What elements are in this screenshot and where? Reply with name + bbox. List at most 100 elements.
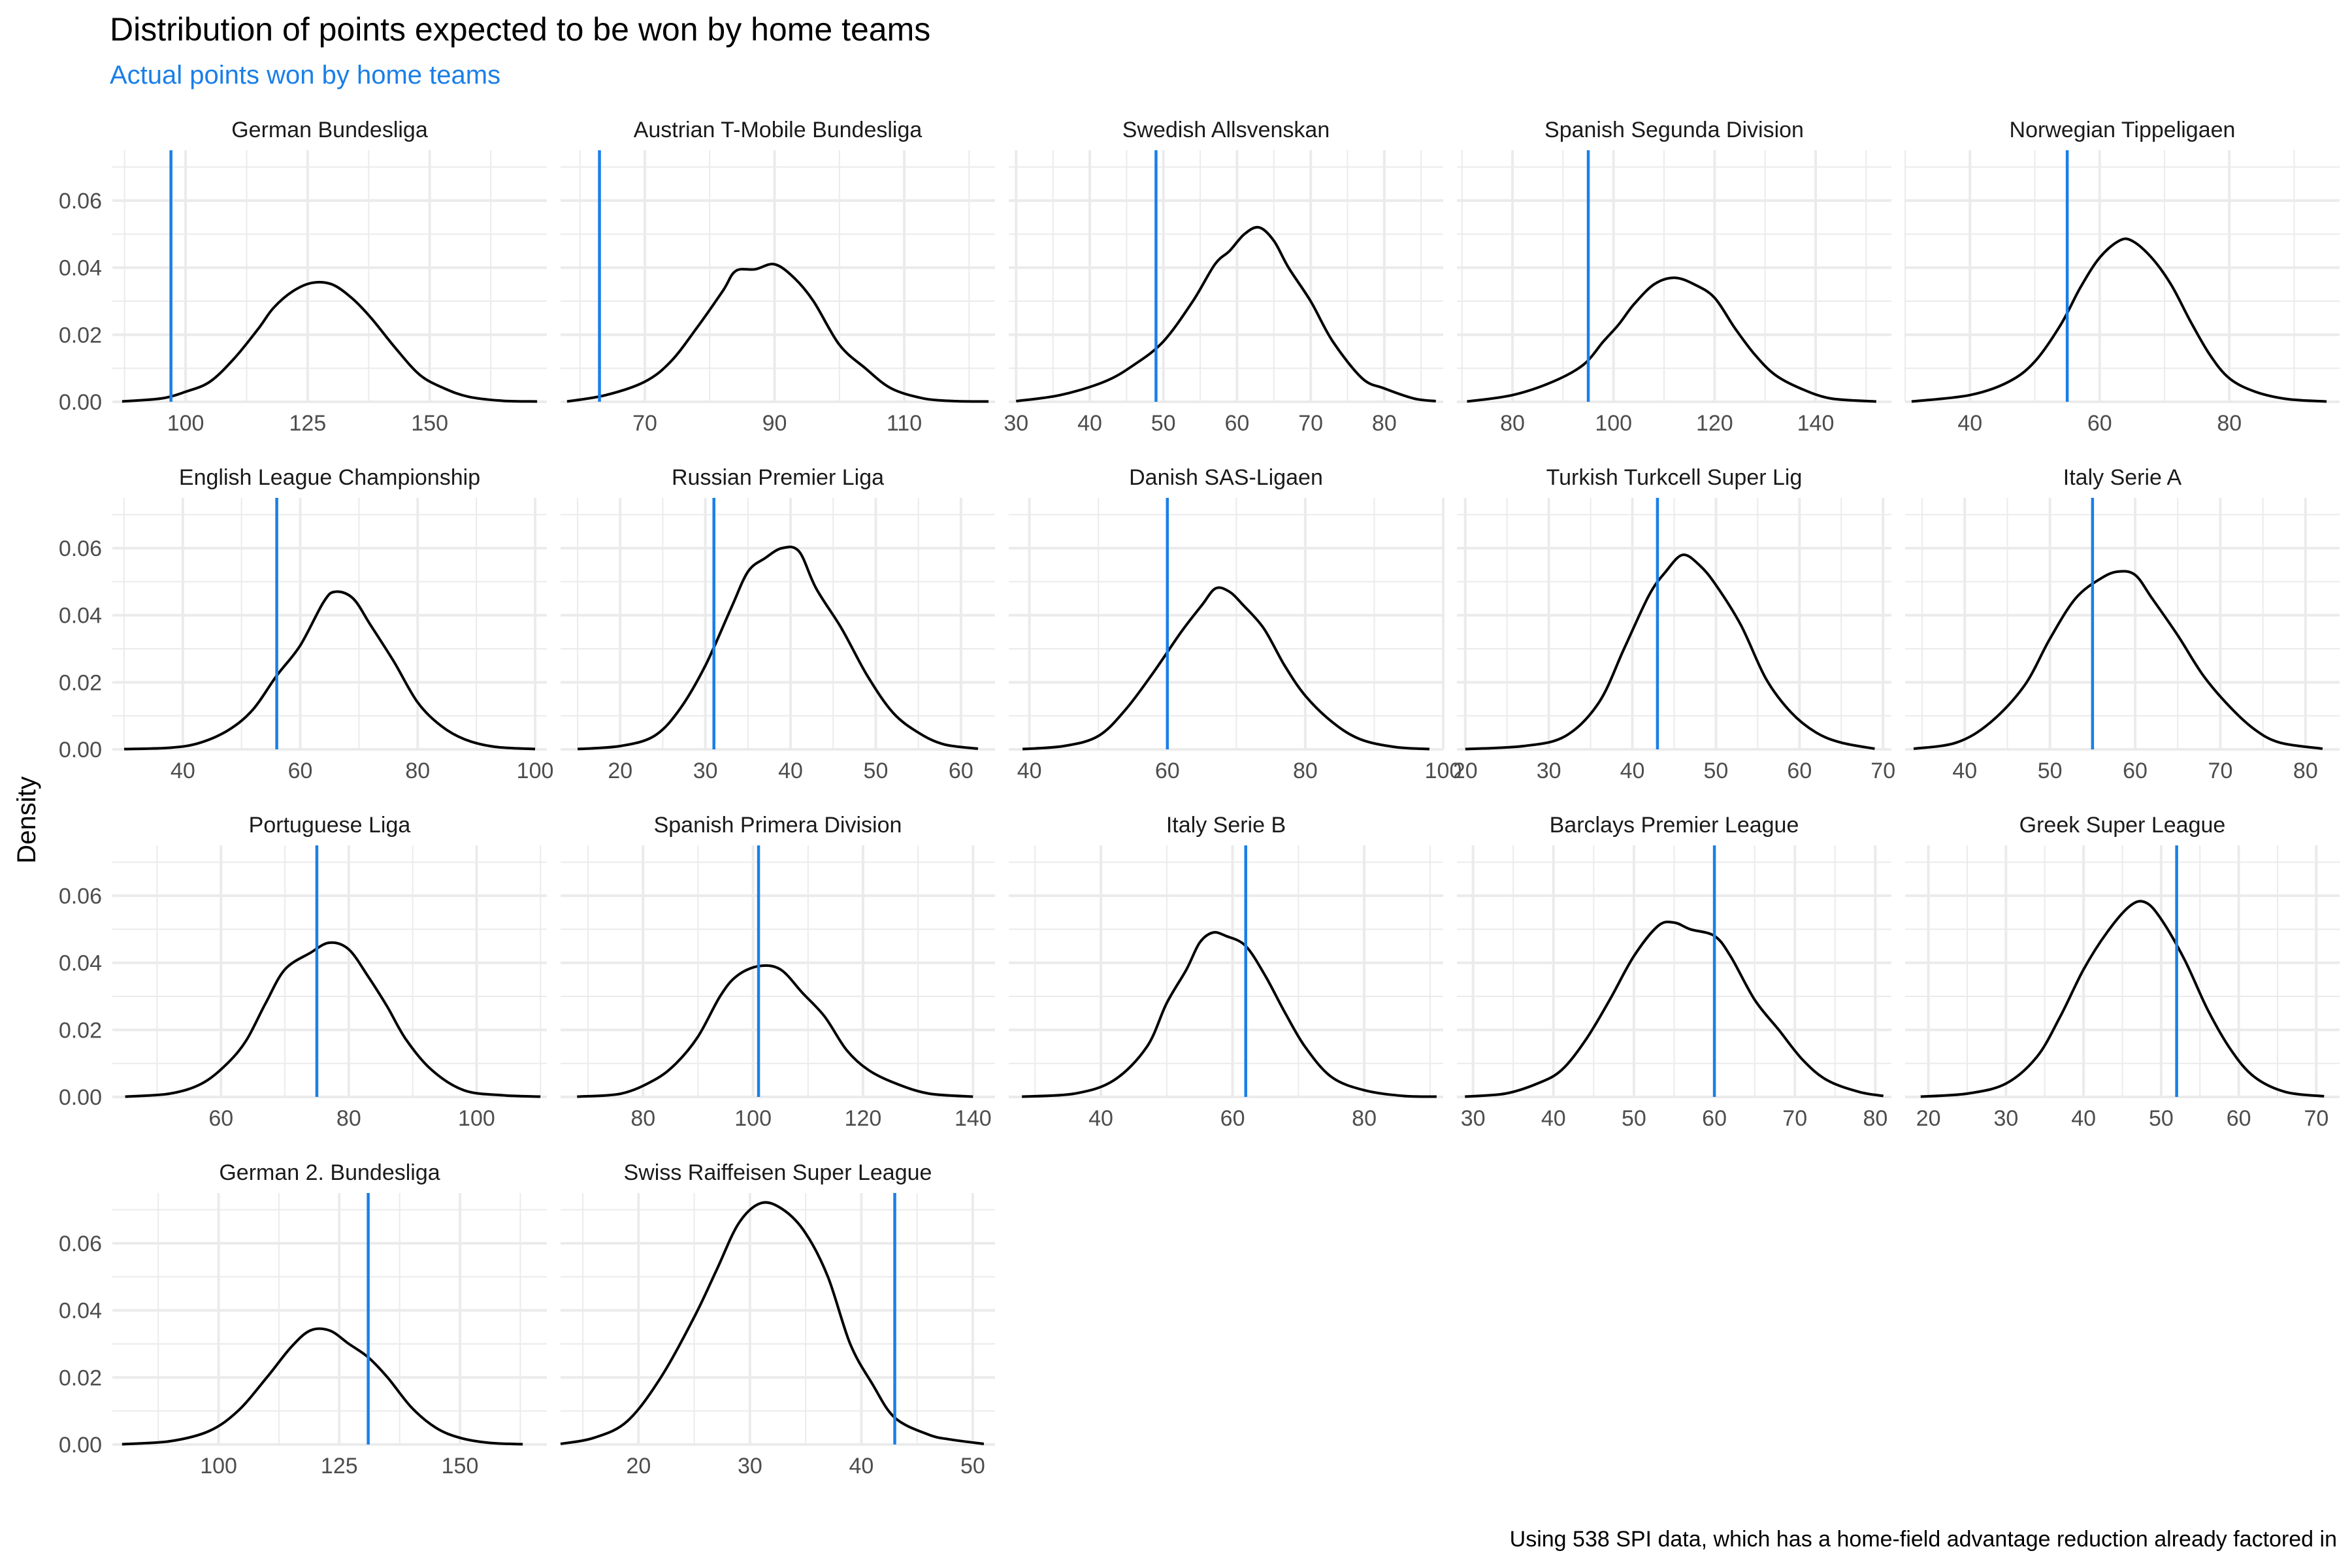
x-tick-label: 100 [458, 1106, 495, 1131]
panel: Swedish Allsvenskan 30 40 50 60 70 80 [1004, 118, 1443, 436]
x-tick-label: 70 [1782, 1106, 1807, 1131]
chart-caption: Using 538 SPI data, which has a home-fie… [1510, 1527, 2337, 1552]
x-tick-label: 30 [1537, 759, 1561, 783]
x-tick-label: 30 [1993, 1106, 2018, 1131]
x-tick-label: 150 [411, 411, 448, 436]
x-tick-label: 40 [1541, 1106, 1566, 1131]
density-curve [1465, 553, 1875, 751]
panel: Norwegian Tippeligaen 40 60 80 [1904, 118, 2340, 436]
density-curve [125, 941, 541, 1098]
x-tick-label: 110 [887, 411, 922, 436]
y-tick-label: 0.04 [59, 604, 102, 629]
x-tick-label: 100 [517, 759, 554, 783]
x-tick-label: 80 [1293, 759, 1318, 783]
x-tick-label: 40 [1017, 759, 1042, 783]
panel-title: Greek Super League [2019, 813, 2226, 838]
density-curve [577, 546, 979, 751]
panel: Barclays Premier League 30 40 50 60 70 80 [1457, 813, 1891, 1131]
x-tick-label: 70 [2304, 1106, 2328, 1131]
y-tick-label: 0.00 [59, 738, 102, 762]
x-tick-label: 20 [1916, 1106, 1941, 1131]
x-tick-label: 60 [2227, 1106, 2251, 1131]
panel-title: German Bundesliga [231, 118, 428, 142]
panel: German Bundesliga 100 125 150 0.00 0.02 0.04 0.… [59, 118, 547, 436]
x-tick-label: 70 [2208, 759, 2233, 783]
x-tick-label: 80 [2293, 759, 2318, 783]
panel: Greek Super League 20 30 40 50 60 70 [1905, 813, 2340, 1131]
x-tick-label: 40 [171, 759, 195, 783]
x-tick-label: 60 [1155, 759, 1180, 783]
x-tick-label: 125 [321, 1454, 358, 1478]
x-tick-label: 60 [208, 1106, 233, 1131]
x-tick-label: 60 [1224, 411, 1249, 436]
x-tick-label: 80 [336, 1106, 361, 1131]
y-tick-label: 0.02 [59, 1365, 102, 1390]
density-curve [577, 964, 973, 1098]
x-tick-label: 20 [608, 759, 632, 783]
x-tick-label: 100 [1595, 411, 1632, 436]
x-tick-label: 50 [2038, 759, 2063, 783]
y-tick-label: 0.02 [59, 670, 102, 695]
x-tick-label: 60 [2087, 411, 2112, 436]
x-tick-label: 30 [738, 1454, 762, 1478]
x-tick-label: 120 [845, 1106, 882, 1131]
x-tick-label: 30 [693, 759, 718, 783]
y-tick-label: 0.00 [59, 1433, 102, 1458]
chart-title: Distribution of points expected to be wo… [110, 11, 930, 48]
x-tick-label: 150 [442, 1454, 479, 1478]
x-tick-label: 140 [955, 1106, 992, 1131]
x-tick-label: 90 [762, 411, 787, 436]
panel: Italy Serie A 40 50 60 70 80 [1905, 465, 2340, 783]
density-curve [122, 1327, 523, 1446]
panel: Turkish Turkcell Super Lig 20 30 40 50 60 70 [1453, 465, 1895, 783]
y-tick-label: 0.06 [59, 536, 102, 561]
chart-subtitle: Actual points won by home teams [110, 61, 500, 90]
x-tick-label: 80 [630, 1106, 655, 1131]
x-tick-label: 60 [2123, 759, 2148, 783]
panel-title: Spanish Segunda Division [1544, 118, 1804, 142]
panel-title: Norwegian Tippeligaen [2010, 118, 2236, 142]
x-tick-label: 40 [1077, 411, 1102, 436]
density-curve [560, 1201, 985, 1445]
panel: Austrian T-Mobile Bundesliga 70 90 110 [561, 118, 995, 436]
x-tick-label: 80 [1352, 1106, 1377, 1131]
y-tick-label: 0.04 [59, 1299, 102, 1324]
x-tick-label: 40 [1620, 759, 1645, 783]
panels: German Bundesliga 100 125 150 0.00 0.02 0.04 0.… [59, 118, 2340, 1478]
panel-title: Russian Premier Liga [672, 465, 884, 490]
panel-title: Portuguese Liga [249, 813, 411, 838]
panel-title: Italy Serie B [1166, 813, 1286, 838]
panel-title: Spanish Primera Division [654, 813, 902, 838]
y-tick-label: 0.04 [59, 256, 102, 281]
x-tick-label: 30 [1461, 1106, 1486, 1131]
y-tick-label: 0.02 [59, 1018, 102, 1043]
y-axis-label: Density [12, 776, 41, 863]
panel-title: Swiss Raiffeisen Super League [624, 1160, 932, 1185]
density-curve [1465, 921, 1884, 1098]
x-tick-label: 100 [200, 1454, 237, 1478]
x-tick-label: 60 [1787, 759, 1812, 783]
y-tick-label: 0.06 [59, 1232, 102, 1256]
x-tick-label: 80 [1372, 411, 1397, 436]
x-tick-label: 100 [734, 1106, 772, 1131]
panel-title: Austrian T-Mobile Bundesliga [634, 118, 923, 142]
x-tick-label: 80 [2217, 411, 2242, 436]
x-tick-label: 70 [632, 411, 657, 436]
x-tick-label: 40 [849, 1454, 874, 1478]
y-tick-label: 0.00 [59, 390, 102, 415]
x-tick-label: 40 [1957, 411, 1982, 436]
x-tick-label: 50 [864, 759, 889, 783]
panel: Swiss Raiffeisen Super League 20 30 40 50 [560, 1160, 995, 1478]
density-curve [1913, 570, 2323, 750]
panel-title: German 2. Bundesliga [219, 1160, 440, 1185]
x-tick-label: 100 [167, 411, 204, 436]
x-tick-label: 140 [1797, 411, 1835, 436]
x-tick-label: 70 [1870, 759, 1895, 783]
panel: Italy Serie B 40 60 80 [1009, 813, 1443, 1131]
panel: Danish SAS-Ligaen 40 60 80 100 [1009, 465, 1462, 783]
x-tick-label: 60 [1702, 1106, 1727, 1131]
density-curve [1016, 225, 1436, 402]
y-tick-label: 0.04 [59, 951, 102, 976]
x-tick-label: 60 [288, 759, 313, 783]
